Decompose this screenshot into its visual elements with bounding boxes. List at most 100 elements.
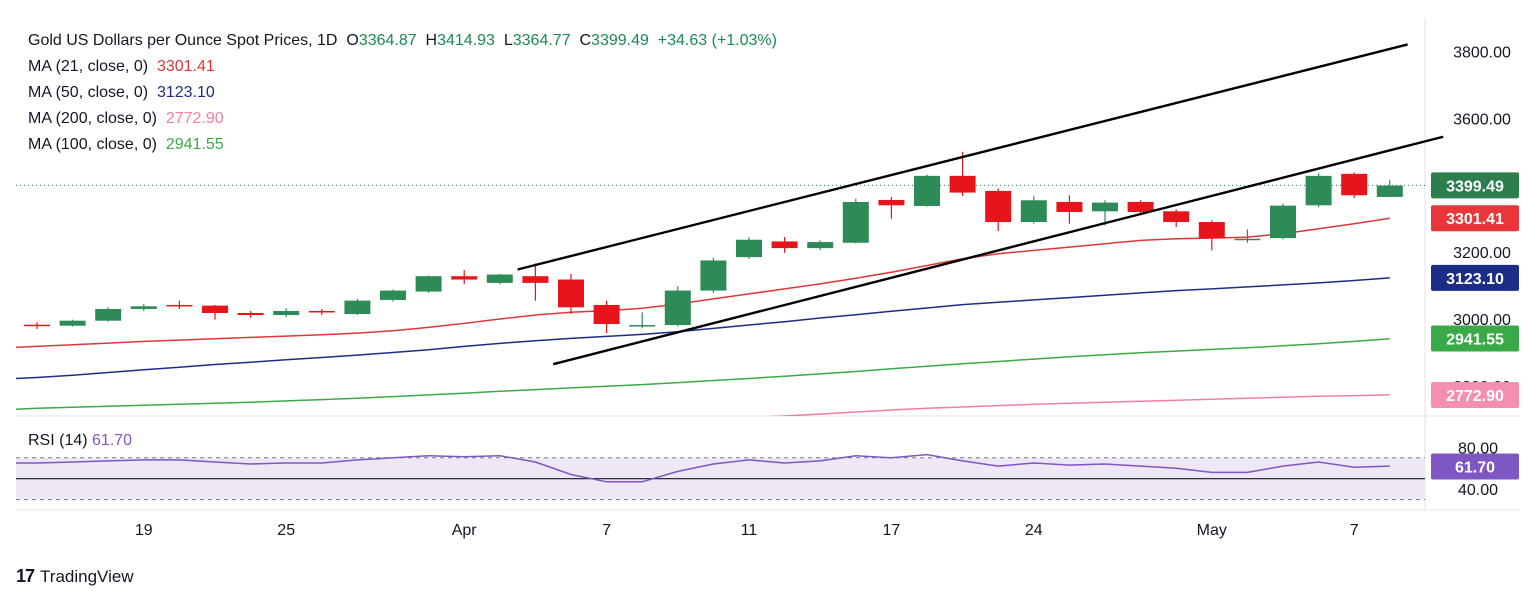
close-label: C <box>579 32 592 49</box>
ma50-badge-label: 3123.10 <box>1446 271 1504 288</box>
time-tick-label: 7 <box>1350 522 1359 539</box>
open-value: 3364.87 <box>358 32 417 49</box>
price-tick-label: 3800.00 <box>1453 44 1511 61</box>
candle-body <box>736 239 762 258</box>
candle-body <box>451 276 478 280</box>
ma100-legend[interactable]: MA (100, close, 0) 2941.55 <box>28 132 777 158</box>
ma21-label: MA (21, close, 0) <box>28 58 149 75</box>
candle-body <box>95 308 122 321</box>
candle-body <box>664 290 691 326</box>
rsi-legend[interactable]: RSI (14) 61.70 <box>28 430 132 452</box>
ma100-label: MA (100, close, 0) <box>28 136 157 153</box>
candle-body <box>1163 211 1190 223</box>
rsi-badge <box>1431 453 1519 480</box>
ma200-legend[interactable]: MA (200, close, 0) 2772.90 <box>28 106 777 132</box>
ma100-price-badge <box>1431 325 1519 352</box>
rsi-badge-label: 61.70 <box>1455 459 1495 476</box>
low-label: L <box>503 32 513 49</box>
candle-body <box>1092 202 1118 212</box>
ma21-badge-label: 3301.41 <box>1446 211 1504 228</box>
tradingview-logo-icon: 17 <box>16 566 35 586</box>
candle-body <box>949 175 976 193</box>
ma100-value: 2941.55 <box>165 136 224 153</box>
close-value: 3399.49 <box>591 32 649 49</box>
ma50-legend[interactable]: MA (50, close, 0) 3123.10 <box>28 80 777 106</box>
ohlc-legend: Gold US Dollars per Ounce Spot Prices, 1… <box>28 28 777 54</box>
ma100-badge-label: 2941.55 <box>1446 332 1504 349</box>
candle-body <box>380 290 406 300</box>
candle-body <box>914 175 940 206</box>
ma200-value: 2772.90 <box>165 110 224 127</box>
candle-body <box>1341 173 1368 196</box>
candle-body <box>24 324 50 327</box>
price-tick-label: 3600.00 <box>1453 111 1511 128</box>
channel-upper-line <box>517 43 1408 271</box>
candle-body <box>1270 205 1296 239</box>
ma21-legend[interactable]: MA (21, close, 0) 3301.41 <box>28 54 777 80</box>
ma100-line <box>15 337 1390 411</box>
channel-lower-line <box>552 135 1444 366</box>
rsi-tick-label: 40.00 <box>1458 482 1498 499</box>
candle-body <box>130 306 157 309</box>
candle-body <box>985 190 1012 223</box>
candle-body <box>842 201 869 243</box>
candle-body <box>878 199 905 206</box>
change-value: +34.63 (+1.03%) <box>657 32 777 49</box>
candle-body <box>700 260 727 291</box>
rsi-label: RSI (14) <box>28 432 88 449</box>
candle-body <box>1234 238 1261 241</box>
rsi-line <box>16 453 1390 483</box>
ma200-label: MA (200, close, 0) <box>28 110 157 127</box>
brand-name: TradingView <box>40 566 134 586</box>
candle-body <box>558 279 584 308</box>
candle-body <box>1376 185 1403 197</box>
candle-body <box>522 276 549 283</box>
high-label: H <box>425 32 438 49</box>
rsi-value: 61.70 <box>92 432 133 449</box>
ma50-price-badge <box>1431 264 1519 291</box>
ma50-value: 3123.10 <box>156 84 215 101</box>
candle-body <box>807 242 834 249</box>
candle-body <box>629 325 656 327</box>
candle-body <box>273 310 300 315</box>
candle-body <box>593 304 620 325</box>
candle-body <box>237 312 264 315</box>
time-tick-label: 24 <box>1025 522 1043 539</box>
candle-body <box>1020 200 1047 223</box>
time-tick-label: 19 <box>135 522 153 539</box>
time-tick-label: 17 <box>883 522 901 539</box>
low-value: 3364.77 <box>512 32 571 49</box>
price-tick-label: 3000.00 <box>1453 312 1511 329</box>
ma200-price-badge <box>1431 381 1519 408</box>
ma50-line <box>15 277 1390 380</box>
candle-body <box>1056 201 1083 212</box>
ma21-line <box>15 217 1390 349</box>
ma50-label: MA (50, close, 0) <box>28 84 149 101</box>
high-value: 3414.93 <box>437 32 495 49</box>
brand[interactable]: 17 TradingView <box>16 566 134 587</box>
candle-body <box>166 304 193 307</box>
candle-body <box>1198 222 1225 239</box>
time-tick-label: Apr <box>452 522 478 539</box>
time-tick-label: 7 <box>602 522 611 539</box>
symbol-title: Gold US Dollars per Ounce Spot Prices, 1… <box>28 32 338 49</box>
rsi-tick-label: 80.00 <box>1458 440 1498 457</box>
last-price-badge <box>1431 172 1519 199</box>
price-tick-label: 3200.00 <box>1453 245 1511 262</box>
candle-body <box>1127 201 1154 212</box>
candle-body <box>59 320 86 326</box>
candle-body <box>1305 175 1332 206</box>
ma200-badge-label: 2772.90 <box>1446 388 1504 405</box>
time-tick-label: 11 <box>741 522 758 539</box>
candle-body <box>202 305 228 313</box>
time-tick-label: May <box>1197 522 1227 539</box>
ma21-value: 3301.41 <box>156 58 215 75</box>
candle-body <box>415 276 442 292</box>
candle-body <box>486 274 513 283</box>
candle-body <box>308 310 335 313</box>
candle-body <box>771 241 798 249</box>
time-tick-label: 25 <box>277 522 295 539</box>
last-badge-label: 3399.49 <box>1446 178 1504 195</box>
